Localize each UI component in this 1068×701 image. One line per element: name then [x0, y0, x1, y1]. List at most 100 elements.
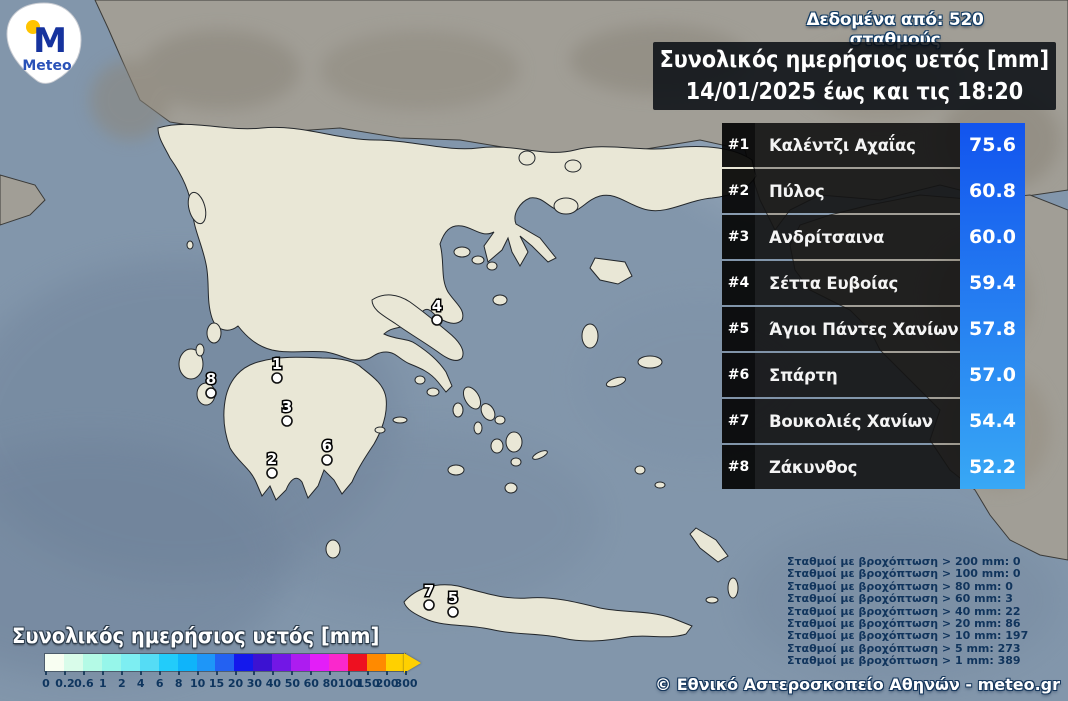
- legend-colorbar: [44, 653, 406, 672]
- map-title-line2: 14/01/2025 έως και τις 18:20: [685, 79, 1024, 105]
- legend-tickmark: [272, 671, 275, 675]
- station-number-label: 3: [282, 398, 292, 416]
- legend-color-segment: [366, 654, 386, 671]
- logo-sun-dot: [26, 20, 40, 34]
- meteo-logo: M Meteo: [6, 2, 82, 84]
- legend-color-segment: [253, 654, 273, 671]
- legend-tickmark: [291, 671, 294, 675]
- station-cell: Σπάρτη: [755, 353, 960, 397]
- station-dot: [281, 415, 293, 427]
- station-number-label: 4: [432, 297, 442, 315]
- copyright-note: © Εθνικό Αστεροσκοπείο Αθηνών - meteo.gr: [655, 675, 1060, 694]
- legend-tickmark: [405, 671, 408, 675]
- legend-tick-label: 100: [337, 677, 361, 690]
- legend-color-segment: [101, 654, 121, 671]
- station-number-label: 8: [206, 370, 216, 388]
- legend-tickmark: [329, 671, 332, 675]
- legend-tickmark: [158, 671, 161, 675]
- value-cell: 54.4: [969, 410, 1016, 432]
- station-number-label: 5: [448, 589, 458, 607]
- table-row: #1 Καλέντζι Αχαΐας 75.6: [722, 123, 1025, 167]
- legend-tickmark: [253, 671, 256, 675]
- station-dot: [271, 372, 283, 384]
- stat-line: Σταθμοί με βροχόπτωση > 5 mm: 273: [787, 641, 1021, 655]
- value-cell: 52.2: [969, 456, 1016, 478]
- legend-tick-label: 15: [208, 677, 225, 690]
- legend-tick-label: 150: [356, 677, 380, 690]
- legend-color-segment: [272, 654, 292, 671]
- legend-tick-label: 6: [155, 677, 164, 690]
- legend-color-segment: [45, 654, 64, 671]
- legend-tick-label: 8: [174, 677, 183, 690]
- legend-color-segment: [234, 654, 254, 671]
- table-row: #5 Άγιοι Πάντες Χανίων 57.8: [722, 307, 1025, 351]
- legend-tick-label: 2: [117, 677, 126, 690]
- station-cell: Άγιοι Πάντες Χανίων: [755, 307, 960, 351]
- legend-tickmark: [310, 671, 313, 675]
- legend-tickmark: [215, 671, 218, 675]
- legend-color-segment: [215, 654, 235, 671]
- legend-color-segment: [82, 654, 102, 671]
- legend-color-segment: [196, 654, 216, 671]
- value-cell: 57.8: [969, 318, 1016, 340]
- station-dot: [321, 454, 333, 466]
- station-number-label: 6: [322, 437, 332, 455]
- station-number-label: 7: [424, 582, 434, 600]
- value-cell: 59.4: [969, 272, 1016, 294]
- value-column-gradient: [960, 123, 1025, 489]
- station-dot: [266, 467, 278, 479]
- station-dot: [447, 606, 459, 618]
- stat-line: Σταθμοί με βροχόπτωση > 60 mm: 3: [787, 592, 1013, 606]
- value-cell: 60.0: [969, 226, 1016, 248]
- station-cell: Βουκολιές Χανίων: [755, 399, 960, 443]
- legend-tick-label: 200: [375, 677, 399, 690]
- table-row: #2 Πύλος 60.8: [722, 169, 1025, 213]
- value-cell: 60.8: [969, 180, 1016, 202]
- table-row: #4 Σέττα Ευβοίας 59.4: [722, 261, 1025, 305]
- legend-tick-label: 80: [322, 677, 338, 690]
- rank-cell: #3: [722, 215, 755, 259]
- legend-arrow: [404, 652, 421, 673]
- stat-line: Σταθμοί με βροχόπτωση > 40 mm: 22: [787, 604, 1021, 618]
- legend-ticks: 0 0.2 0.6 1 2 4 6 8 10 15 20 30 40 50 60…: [42, 671, 425, 695]
- legend-color-segment: [329, 654, 348, 671]
- legend-tickmark: [120, 671, 123, 675]
- legend-tickmark: [45, 671, 47, 675]
- stat-line: Σταθμοί με βροχόπτωση > 1 mm: 389: [787, 654, 1021, 668]
- station-cell: Καλέντζι Αχαΐας: [755, 123, 960, 167]
- value-cell: 75.6: [969, 134, 1016, 156]
- station-cell: Σέττα Ευβοίας: [755, 261, 960, 305]
- legend-tickmark: [82, 671, 85, 675]
- station-number-label: 2: [267, 450, 277, 468]
- table-row: #7 Βουκολιές Χανίων 54.4: [722, 399, 1025, 443]
- legend-tick-label: 1: [99, 677, 107, 690]
- station-number-label: 1: [272, 355, 282, 373]
- stat-line: Σταθμοί με βροχόπτωση > 80 mm: 0: [787, 579, 1013, 593]
- rank-cell: #4: [722, 261, 755, 305]
- legend-tick-label: 0.6: [74, 677, 94, 690]
- rank-cell: #1: [722, 123, 755, 167]
- legend-tick-label: 50: [284, 677, 300, 690]
- legend-color-segment: [291, 654, 311, 671]
- legend-tick-label: 0: [42, 677, 50, 690]
- rank-cell: #6: [722, 353, 755, 397]
- rank-cell: #5: [722, 307, 755, 351]
- legend-tickmark: [177, 671, 180, 675]
- station-dot: [423, 599, 435, 611]
- legend-color-segment: [120, 654, 140, 671]
- legend-tickmark: [139, 671, 142, 675]
- legend-color-segment: [310, 654, 330, 671]
- station-dot: [205, 387, 217, 399]
- legend-tick-label: 300: [394, 677, 418, 690]
- legend-title: Συνολικός ημερήσιος υετός [mm]: [12, 624, 380, 648]
- legend-tick-label: 20: [227, 677, 244, 690]
- legend-color-segment: [348, 654, 367, 671]
- legend-tick-label: 4: [136, 677, 145, 690]
- legend-tickmark: [234, 671, 237, 675]
- stat-line: Σταθμοί με βροχόπτωση > 10 mm: 197: [787, 629, 1029, 643]
- legend-color-segment: [385, 654, 405, 671]
- logo-brand: Meteo: [22, 58, 72, 74]
- legend-color-segment: [139, 654, 159, 671]
- table-row: #6 Σπάρτη 57.0: [722, 353, 1025, 397]
- table-row: #3 Ανδρίτσαινα 60.0: [722, 215, 1025, 259]
